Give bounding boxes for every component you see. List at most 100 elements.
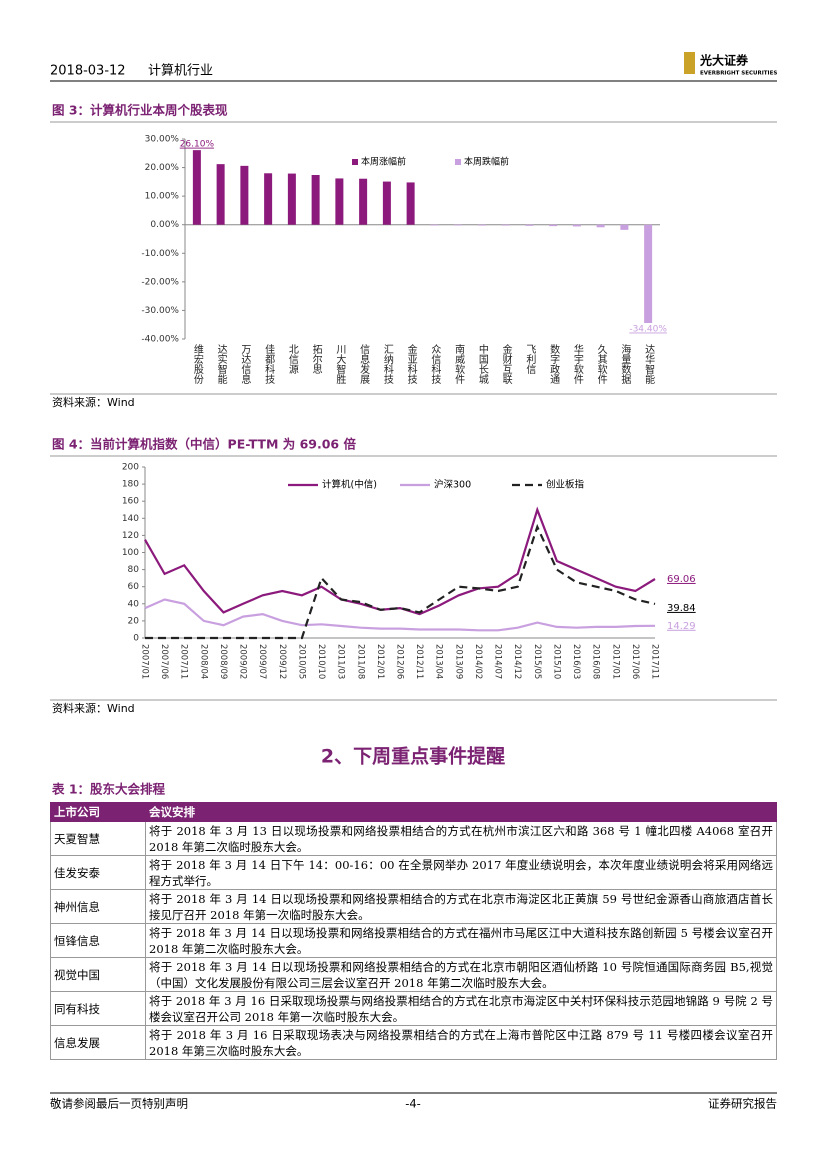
x-tick-label: 金亚科技 [405, 343, 417, 385]
y-tick-label: 40 [128, 599, 140, 609]
company-cell: 视觉中国 [50, 957, 146, 992]
x-tick-label: 2009/12 [277, 644, 287, 679]
x-tick-label: 北信源 [286, 344, 298, 375]
x-tick-label: 2007/11 [179, 644, 189, 679]
line-series [144, 506, 656, 616]
column-header: 会议安排 [145, 802, 777, 822]
x-tick-label: 2015/10 [551, 644, 561, 679]
y-tick-label: 20 [128, 616, 140, 626]
y-tick-label: -20.00% [141, 277, 179, 287]
meeting-cell: 将于 2018 年 3 月 13 日以现场投票和网络投票相结合的方式在杭州市滨江… [145, 821, 777, 856]
table-row: 信息发展 将于 2018 年 3 月 16 日采取现场表决与网络投票相结合的方式在… [50, 1025, 777, 1060]
x-tick-label: 2015/05 [532, 644, 542, 679]
bar [525, 224, 534, 226]
x-tick-label: 川大智胜 [334, 344, 346, 385]
x-tick-label: 2008/09 [218, 644, 228, 679]
end-value-label: 14.29 [667, 621, 696, 632]
legend-label: 沪深300 [434, 479, 471, 491]
bar [430, 224, 439, 226]
x-tick-label: 汇纳科技 [381, 343, 393, 385]
y-tick-label: 0.00% [150, 220, 179, 230]
y-tick-label: 140 [122, 514, 139, 524]
y-tick-label: 30.00% [145, 135, 180, 145]
section-heading: 2、下周重点事件提醒 [321, 745, 505, 768]
x-tick-label: 2008/04 [198, 644, 208, 679]
y-tick-label: 80 [128, 565, 140, 575]
logo-cn: 光大证券 [699, 53, 749, 68]
bar [335, 178, 344, 225]
meeting-table: 上市公司 会议安排 天夏智慧 将于 2018 年 3 月 13 日以现场投票和网络… [50, 802, 777, 1060]
x-tick-label: 2017/01 [610, 644, 620, 679]
data-label: -34.40% [629, 325, 667, 335]
legend-label: 本周涨幅前 [361, 156, 406, 168]
company-cell: 天夏智慧 [50, 821, 146, 856]
bar [311, 175, 320, 225]
x-tick-label: 达华智能 [643, 344, 655, 385]
x-tick-label: 2009/07 [257, 644, 267, 679]
x-tick-label: 2012/06 [395, 644, 405, 679]
y-tick-label: 160 [122, 497, 139, 507]
bar [454, 224, 463, 226]
bar [406, 182, 415, 225]
y-tick-label: 180 [122, 480, 139, 490]
table-body: 天夏智慧 将于 2018 年 3 月 13 日以现场投票和网络投票相结合的方式在杭… [50, 821, 777, 1060]
report-date: 2018-03-12 [50, 64, 126, 79]
logo-mark [684, 52, 695, 74]
x-tick-label: 达实智能 [215, 344, 227, 385]
meeting-cell: 将于 2018 年 3 月 16 日采取现场表决与网络投票相结合的方式在上海市普… [145, 1025, 777, 1060]
y-tick-label: 0 [133, 634, 139, 644]
y-tick-label: 120 [122, 531, 139, 541]
x-tick-label: 2016/03 [571, 644, 581, 679]
x-tick-label: 2016/08 [591, 644, 601, 679]
bar [620, 224, 629, 230]
x-tick-label: 久其软件 [595, 344, 607, 385]
x-tick-label: 2017/06 [630, 644, 640, 679]
x-tick-label: 2011/03 [336, 644, 346, 679]
x-tick-label: 2014/07 [493, 644, 503, 679]
meeting-cell: 将于 2018 年 3 月 14 日以现场投票和网络投票相结合的方式在北京市朝阳… [145, 957, 777, 992]
y-tick-label: 200 [122, 463, 139, 473]
figure-source: 资料来源：Wind [52, 395, 135, 409]
bar [359, 178, 368, 225]
table-row: 恒锋信息 将于 2018 年 3 月 14 日以现场投票和网络投票相结合的方式在福… [50, 923, 777, 958]
footer-disclaimer: 敬请参阅最后一页特别声明 [50, 1097, 188, 1111]
x-tick-label: 万达信息 [239, 344, 251, 384]
y-tick-label: 60 [128, 582, 140, 592]
x-tick-label: 维宏股份 [191, 343, 203, 385]
x-tick-label: 金财互联 [500, 343, 512, 385]
x-tick-label: 南威软件 [453, 343, 465, 385]
data-label: 26.10% [180, 140, 215, 150]
table-header-row: 上市公司 会议安排 [50, 802, 777, 822]
x-tick-label: 海量数据 [619, 343, 631, 385]
legend-swatch [352, 159, 358, 165]
y-tick-label: -30.00% [141, 306, 179, 316]
x-tick-label: 2011/08 [355, 644, 365, 679]
bar [572, 224, 581, 227]
x-tick-label: 华宇软件 [571, 343, 583, 385]
table-row: 同有科技 将于 2018 年 3 月 16 日采取现场投票与网络投票相结合的方式在… [50, 991, 777, 1026]
x-tick-label: 2009/02 [238, 644, 248, 679]
bar [287, 173, 296, 225]
line-series [145, 523, 656, 640]
y-tick-label: 20.00% [145, 163, 180, 173]
x-tick-label: 2007/06 [159, 644, 169, 679]
x-tick-label: 2007/01 [140, 644, 150, 679]
table-title: 表 1：股东大会排程 [51, 782, 166, 797]
bar [216, 164, 225, 225]
footer-report-type: 证券研究报告 [708, 1097, 777, 1111]
x-tick-label: 2014/12 [512, 644, 522, 679]
end-value-label: 39.84 [667, 603, 696, 614]
bar [644, 224, 653, 323]
meeting-cell: 将于 2018 年 3 月 16 日采取现场投票与网络投票相结合的方式在北京市海… [145, 991, 777, 1026]
table-row: 视觉中国 将于 2018 年 3 月 14 日以现场投票和网络投票相结合的方式在北… [50, 957, 777, 992]
x-tick-label: 众信科技 [429, 344, 441, 385]
legend-label: 计算机(中信) [322, 479, 377, 491]
x-tick-label: 佳都科技 [263, 343, 275, 385]
y-tick-label: -40.00% [141, 335, 179, 345]
x-tick-label: 飞利信 [524, 344, 536, 375]
company-cell: 恒锋信息 [50, 923, 146, 958]
meeting-cell: 将于 2018 年 3 月 14 日下午 14：00-16：00 在全景网举办 … [145, 855, 777, 890]
x-tick-label: 2010/05 [296, 644, 306, 679]
